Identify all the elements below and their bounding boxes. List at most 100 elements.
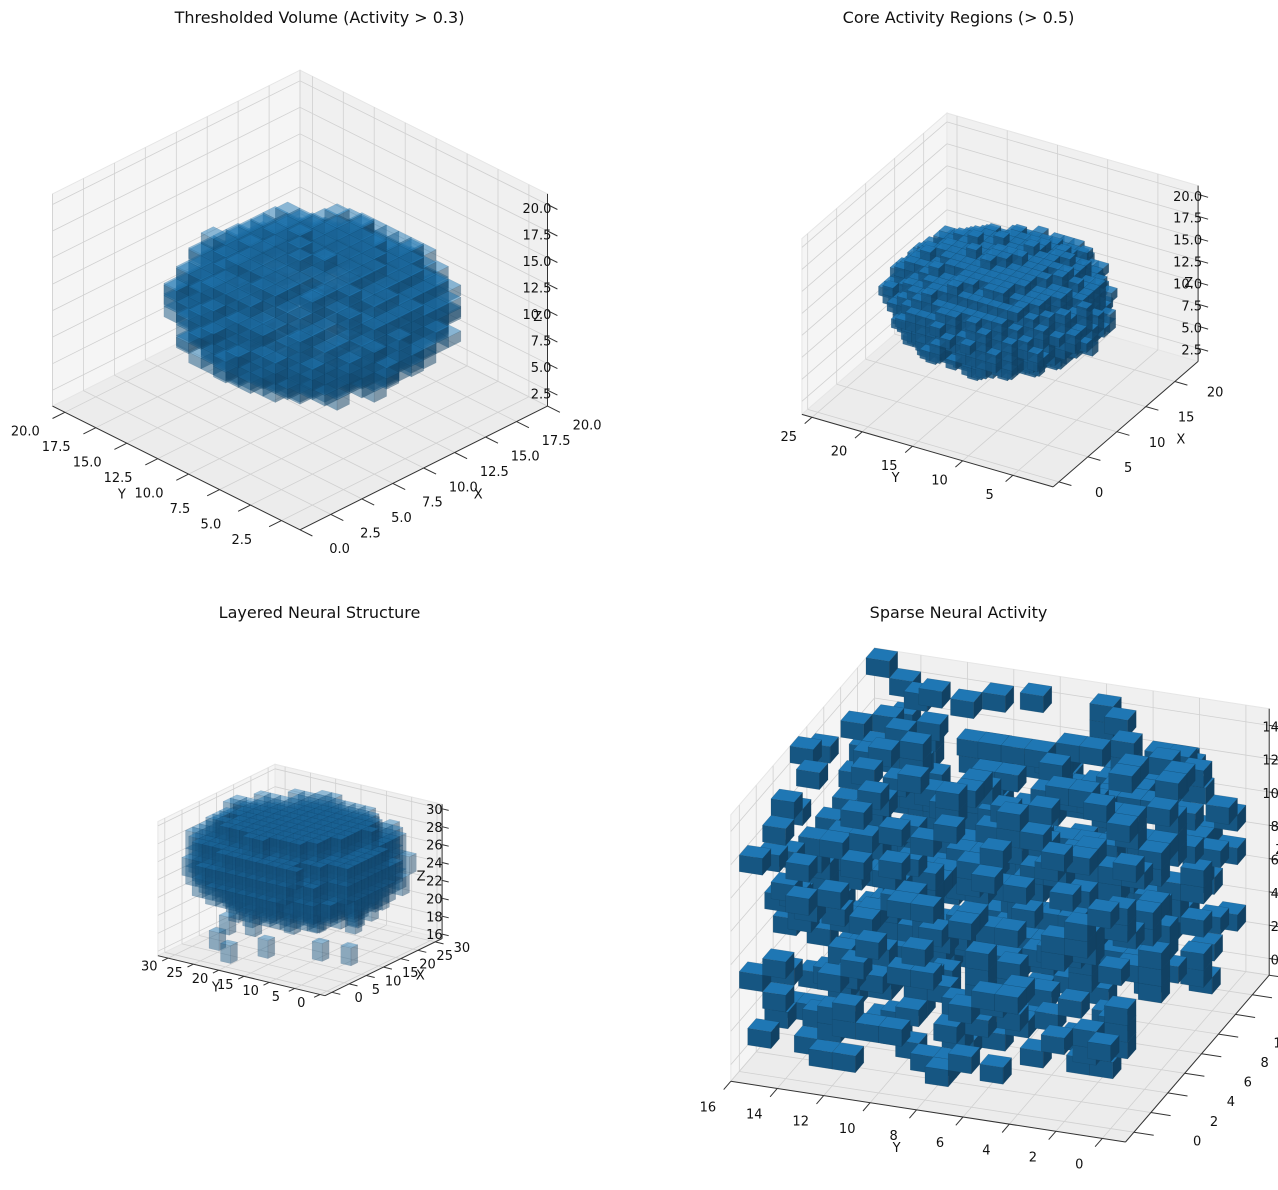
voxel (327, 833, 347, 859)
x-tick-label: 0 (355, 991, 363, 1006)
voxel (354, 835, 374, 860)
voxel (259, 801, 279, 827)
y-tick-label: 25 (781, 430, 798, 445)
voxel (219, 939, 239, 965)
voxel (304, 823, 323, 848)
voxel (194, 829, 214, 854)
z-tick-label: 10.0 (1173, 278, 1202, 293)
subplot-layered-structure: Layered Neural Structure 0 5 10 15 20 25 30 0 5 1… (0, 595, 639, 1190)
voxel (311, 248, 338, 273)
voxel (310, 816, 330, 842)
voxel (317, 882, 336, 907)
voxel (945, 309, 963, 328)
voxel (347, 820, 367, 846)
voxel (191, 823, 211, 848)
voxel (306, 837, 325, 863)
voxel (215, 869, 234, 895)
voxel (386, 328, 412, 352)
subplot-thresholded-volume: Thresholded Volume (Activity > 0.3) 0.0 2… (0, 0, 639, 595)
y-tick-label: 17.5 (42, 440, 71, 455)
voxel (950, 688, 983, 720)
voxel (317, 795, 337, 820)
voxel (351, 862, 370, 887)
x-tick-label: 10.0 (449, 480, 478, 495)
voxel (198, 852, 217, 878)
voxel (273, 815, 293, 841)
voxel (184, 862, 204, 887)
z-axis-label: Z (417, 870, 426, 885)
y-axis-label: Y (117, 488, 126, 503)
voxel (919, 244, 937, 262)
x-tick-label: 0.0 (329, 542, 350, 557)
voxel (225, 857, 245, 882)
voxel (229, 830, 248, 855)
x-tick-label: 17.5 (542, 434, 571, 449)
voxel (294, 838, 313, 864)
voxel (252, 876, 272, 901)
voxel (245, 826, 265, 851)
voxel (218, 911, 237, 936)
voxel (266, 852, 286, 877)
voxel (330, 821, 350, 846)
voxel (878, 816, 911, 848)
voxel (218, 860, 238, 885)
voxel (259, 900, 279, 925)
voxel (283, 883, 302, 909)
voxel (215, 819, 235, 844)
x-tick-label: 20.0 (573, 418, 602, 433)
voxel (385, 860, 404, 885)
subplot-core-activity: Core Activity Regions (> 0.5) 0 5 10 15 20 5 1… (639, 0, 1278, 595)
voxel (310, 885, 329, 910)
voxel (256, 810, 275, 836)
voxel (1087, 1031, 1120, 1063)
voxel (368, 843, 387, 868)
y-tick-label: 5 (272, 990, 280, 1005)
voxel (986, 299, 1004, 317)
z-tick-label: 16 (426, 928, 443, 943)
voxel (289, 838, 308, 864)
voxel (314, 807, 333, 832)
voxel (336, 283, 363, 308)
voxel (191, 859, 211, 884)
voxel (981, 682, 1015, 714)
voxel (273, 881, 292, 906)
z-axis-label: Z (1184, 276, 1193, 291)
voxel (1027, 346, 1044, 364)
voxel-plot-3d[interactable]: 0 5 10 15 20 5 10 15 20 25 2.5 5.0 7.5 10.0 12.5 15.0 17… (639, 0, 1278, 595)
voxel (232, 836, 252, 861)
voxel-plot-3d[interactable]: 0.02.55.07.510.012.515.017.520.02.55.07.… (0, 0, 639, 595)
voxel (273, 812, 292, 838)
voxel (266, 837, 286, 862)
voxel (341, 827, 360, 852)
voxel (303, 802, 323, 827)
voxel (251, 887, 271, 912)
voxel (256, 834, 276, 860)
voxel (299, 290, 326, 314)
voxel (236, 844, 255, 870)
voxel (340, 892, 360, 918)
voxel (273, 848, 292, 874)
voxel (933, 813, 966, 845)
x-tick-label: 8 (1261, 1056, 1269, 1071)
voxel (273, 795, 292, 820)
voxel (242, 856, 262, 881)
z-tick-label: 26 (426, 839, 443, 854)
voxel (344, 868, 364, 894)
voxel-plot-3d[interactable]: 0246810121416024681012141602468101214XYZ (639, 595, 1278, 1190)
voxel (232, 800, 252, 825)
voxel (1049, 881, 1082, 913)
voxel (327, 869, 347, 894)
voxel (381, 869, 401, 895)
voxel (238, 865, 258, 890)
voxel (280, 809, 299, 834)
voxel (293, 871, 313, 896)
voxel (336, 306, 363, 331)
voxel (354, 853, 374, 878)
voxel (266, 798, 286, 823)
voxel (228, 827, 248, 852)
voxel-plot-3d[interactable]: 0510152025300510152025301618202224262830… (0, 595, 639, 1190)
voxel (840, 799, 873, 831)
voxel (993, 230, 1011, 248)
voxel (336, 351, 363, 375)
voxel (762, 948, 795, 980)
